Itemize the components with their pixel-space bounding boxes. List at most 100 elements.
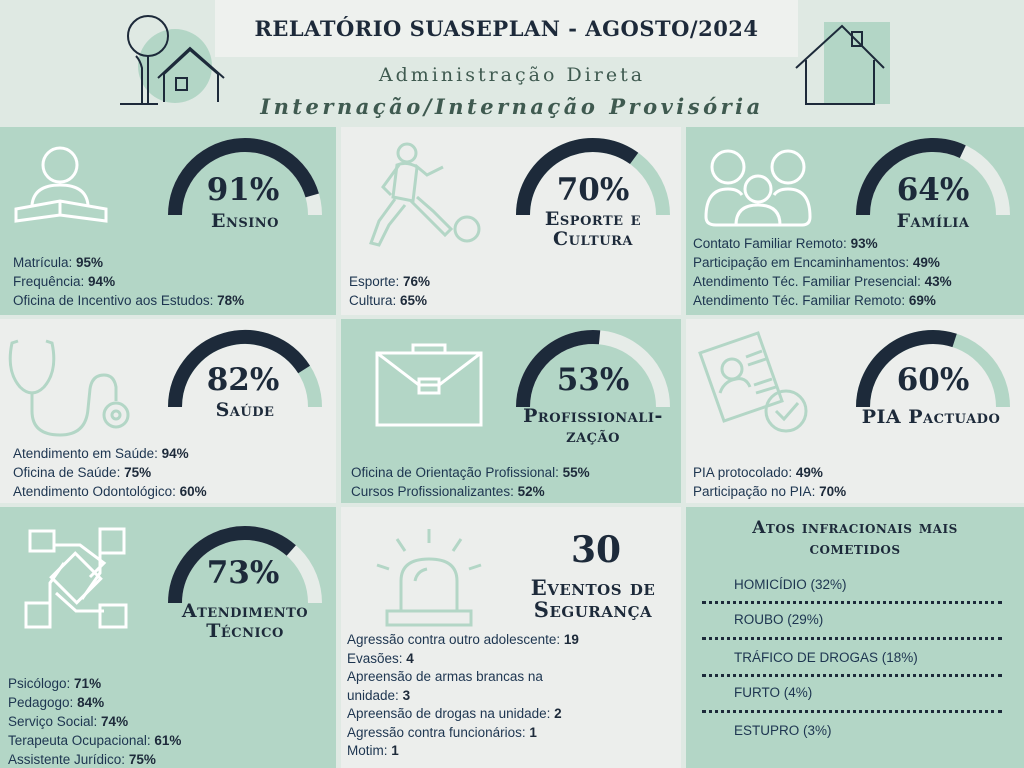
ato-item-2: ROUBO (29%) <box>734 612 824 627</box>
gauge-fill <box>168 526 296 604</box>
list-item: Atendimento Téc. Familiar Presencial: 43… <box>693 272 952 291</box>
list-item-value: 75% <box>124 465 152 480</box>
gauge-pia <box>856 330 1010 408</box>
panel-esporte: 70% Esporte e Cultura Esporte: 76% Cultur… <box>341 127 681 315</box>
list-item: Frequência: 94% <box>13 272 244 291</box>
category-esporte-line2: Cultura <box>553 228 633 250</box>
panel-ensino: 91% Ensino Matrícula: 95% Frequência: 94%… <box>0 127 336 315</box>
list-item: Cursos Profissionalizantes: 52% <box>351 482 590 501</box>
title-box: RELATÓRIO SUASEPLAN - AGOSTO/2024 <box>215 0 798 57</box>
list-item-value: 93% <box>850 236 878 251</box>
list-item-value: 94% <box>161 446 189 461</box>
list-item: Assistente Jurídico: 75% <box>8 750 181 768</box>
list-seguranca: Agressão contra outro adolescente: 19 Eva… <box>347 631 579 761</box>
list-atendimento: Psicólogo: 71% Pedagogo: 84% Serviço Socia… <box>8 674 181 768</box>
category-pia: PIA Pactuado <box>861 406 1001 428</box>
list-item-value: 43% <box>924 274 952 289</box>
list-item-label: Contato Familiar Remoto: <box>693 236 851 251</box>
ato-item-3: TRÁFICO DE DROGAS (18%) <box>734 650 918 665</box>
subtitle-internation: Internação/Internação Provisória <box>260 94 764 119</box>
list-item-value: 78% <box>217 293 245 308</box>
list-item: Terapeuta Ocupacional: 61% <box>8 731 181 750</box>
list-item: Atendimento Téc. Familiar Remoto: 69% <box>693 291 952 310</box>
list-item: Serviço Social: 74% <box>8 712 181 731</box>
list-saude: Atendimento em Saúde: 94% Oficina de Saúd… <box>13 444 207 501</box>
document-check-icon <box>698 331 808 433</box>
percent-pia: 60% <box>896 362 970 398</box>
reading-book-icon <box>14 146 108 223</box>
list-item-value: 94% <box>88 274 116 289</box>
list-item-label: Participação em Encaminhamentos: <box>693 255 913 270</box>
list-item: Agressão contra funcionários: 1 <box>347 724 579 743</box>
list-item-label: Oficina de Incentivo aos Estudos: <box>13 293 218 308</box>
list-item-value: 75% <box>128 752 156 767</box>
subtitle-administration: Administração Direta <box>378 64 646 86</box>
ato-item-1: HOMICÍDIO (32%) <box>734 577 847 592</box>
list-item-value: 55% <box>562 465 590 480</box>
list-item: Pedagogo: 84% <box>8 693 181 712</box>
list-item-value: 65% <box>400 293 428 308</box>
list-item: Oficina de Saúde: 75% <box>13 463 207 482</box>
list-item-label: Agressão contra funcionários: <box>347 724 530 740</box>
list-item-label: Motim: <box>347 743 392 758</box>
percent-profissional: 53% <box>556 362 630 398</box>
gauge-fill <box>856 330 957 408</box>
category-atendimento-line2: Técnico <box>206 620 284 642</box>
list-ensino: Matrícula: 95% Frequência: 94% Oficina de … <box>13 253 244 310</box>
atos-title-line2: cometidos <box>809 539 901 559</box>
percent-esporte: 70% <box>556 172 630 208</box>
list-item: Oficina de Orientação Profissional: 55% <box>351 463 590 482</box>
gauge-familia <box>856 138 1010 216</box>
list-item-label: Agressão contra outro adolescente: <box>347 632 564 647</box>
ato-item-4: FURTO (4%) <box>734 685 813 700</box>
list-item-value: 70% <box>819 484 847 499</box>
category-saude: Saúde <box>215 399 275 421</box>
panel-familia: 64% Família Contato Familiar Remoto: 93%… <box>686 127 1024 315</box>
list-item: Psicólogo: 71% <box>8 674 181 693</box>
house-icon <box>795 22 890 105</box>
list-item-value: 71% <box>74 676 102 691</box>
count-seguranca: 30 <box>570 529 622 571</box>
divider-1 <box>702 601 1002 604</box>
gauge-fill <box>856 138 966 216</box>
list-item: Atendimento em Saúde: 94% <box>13 444 207 463</box>
list-item: Oficina de Incentivo aos Estudos: 78% <box>13 291 244 310</box>
category-familia: Família <box>896 210 970 232</box>
list-item: Participação em Encaminhamentos: 49% <box>693 253 952 272</box>
list-item-label: Terapeuta Ocupacional: <box>8 733 155 748</box>
list-item-value: 76% <box>403 274 431 289</box>
briefcase-icon <box>375 343 483 427</box>
gauge-fill <box>516 138 639 216</box>
family-icon <box>704 149 812 227</box>
list-pia: PIA protocolado: 49% Participação no PIA:… <box>693 463 846 501</box>
gauge-profissional <box>516 330 670 408</box>
panel-profissional: 53% Profissionali- zação Oficina de Orie… <box>341 319 681 503</box>
list-item-label: unidade: <box>347 687 403 703</box>
list-item-value: 3 <box>402 687 411 703</box>
joined-hands-icon <box>24 527 128 629</box>
category-profissional-line2: zação <box>566 425 620 447</box>
list-item-label: Atendimento Téc. Familiar Presencial: <box>693 274 925 289</box>
list-item: Apreensão de drogas na unidade: 2 <box>347 705 579 724</box>
list-item-value: 19 <box>563 632 579 647</box>
list-item-label: Cursos Profissionalizantes: <box>351 484 518 499</box>
list-item: Contato Familiar Remoto: 93% <box>693 234 952 253</box>
gauge-fill <box>516 330 601 408</box>
category-seguranca-line2: Segurança <box>533 597 653 622</box>
list-item-value: 74% <box>101 714 129 729</box>
category-profissional-line1: Profissionali- <box>523 405 663 427</box>
report-title: RELATÓRIO SUASEPLAN - AGOSTO/2024 <box>254 16 759 41</box>
gauge-saude <box>168 330 322 408</box>
list-item-value: 61% <box>154 733 182 748</box>
list-item-value: 95% <box>76 255 104 270</box>
list-item-label: Esporte: <box>349 274 404 289</box>
list-item: Matrícula: 95% <box>13 253 244 272</box>
list-item-value: 49% <box>912 255 940 270</box>
list-item-value: 4 <box>406 650 414 666</box>
list-item-label: Atendimento Téc. Familiar Remoto: <box>693 293 909 308</box>
list-item-label: Evasões: <box>347 650 407 666</box>
gauge-fill <box>168 138 319 216</box>
percent-ensino: 91% <box>206 172 280 208</box>
gauge-fill <box>168 330 311 408</box>
list-item-label: Psicólogo: <box>8 676 75 691</box>
